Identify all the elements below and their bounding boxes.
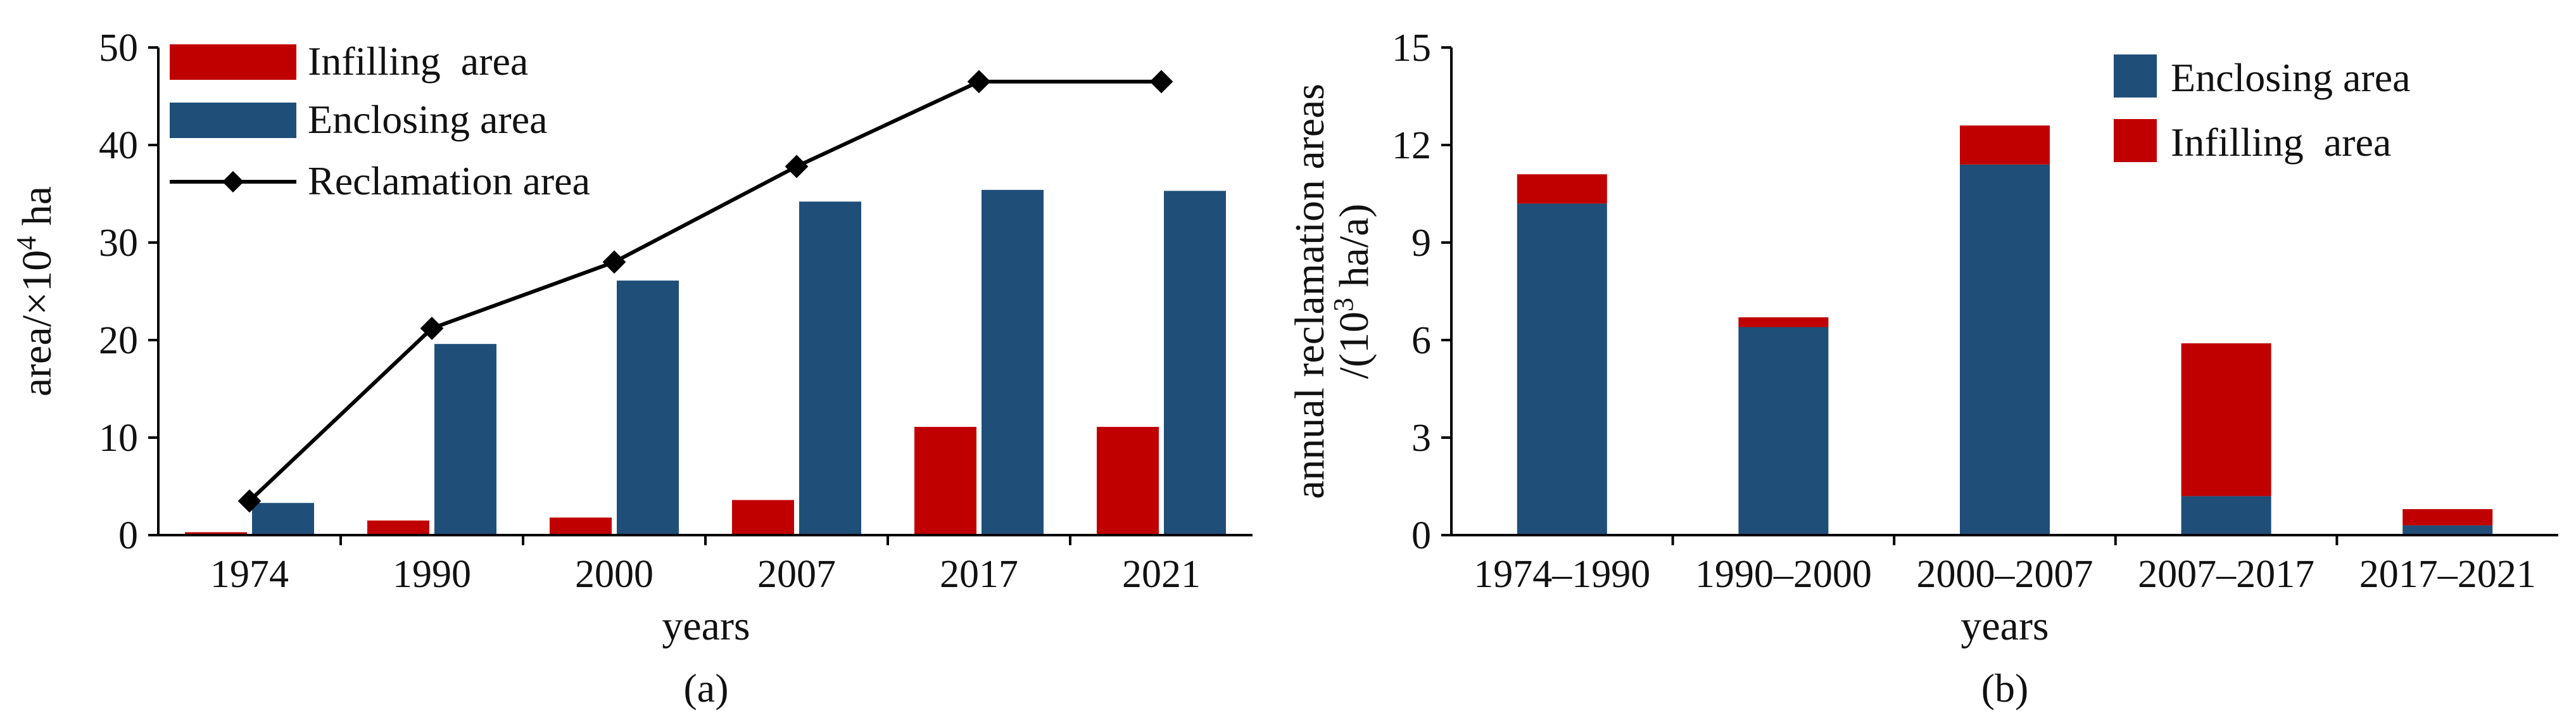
chart-a-x-tick-label: 2021 (1122, 553, 1201, 596)
chart-a-x-tick-label: 1990 (393, 553, 471, 596)
chart-a-y-tick-label: 10 (99, 417, 138, 460)
chart-b-y-axis-title-line2: /(103 ha/a) (1328, 204, 1377, 379)
legend-enclosing-label: Enclosing area (308, 97, 548, 142)
reclamation-point-2017 (967, 70, 991, 94)
bar-enclosing-2007 (799, 201, 861, 535)
bar-infilling-2007 (732, 500, 794, 535)
bar-b-enclosing-2000–2007 (1960, 164, 2050, 535)
bar-infilling-2021 (1097, 427, 1159, 535)
chart-b-x-tick-label: 1990–2000 (1695, 553, 1872, 596)
chart-a-x-tick-label: 2007 (757, 553, 836, 596)
bar-enclosing-1990 (434, 344, 496, 535)
chart-a-x-tick-label: 2017 (940, 553, 1018, 596)
bar-b-infilling-1974–1990 (1517, 174, 1607, 204)
reclamation-point-2000 (602, 250, 626, 274)
chart-b: 0 3 6 9 12 15 1974–1990 1990–2000 2000–2007 2007… (1287, 27, 2558, 711)
bar-b-enclosing-1990–2000 (1738, 327, 1829, 535)
chart-a-y-tick-label: 30 (99, 222, 138, 265)
legend-b-enclosing-swatch (2114, 54, 2157, 98)
chart-a-caption: (a) (683, 666, 728, 711)
legend-b-enclosing-label: Enclosing area (2171, 55, 2411, 100)
bar-infilling-2000 (550, 517, 612, 535)
chart-a-y-tick-label: 50 (99, 27, 138, 70)
chart-a-y-axis-title: area/×104 ha (11, 186, 60, 396)
legend-b-infilling-swatch (2114, 119, 2157, 162)
chart-a-x-tick-label: 2000 (575, 553, 653, 596)
reclamation-point-1974 (237, 489, 262, 513)
bar-b-infilling-1990–2000 (1738, 317, 1829, 327)
chart-b-y-axis-title-line2-pre: /(10 (1331, 312, 1377, 379)
bar-b-enclosing-1974–1990 (1517, 203, 1607, 535)
bar-b-enclosing-2017–2021 (2402, 525, 2493, 535)
chart-a: 0 10 20 30 40 50 1974 1990 2000 2007 2017 2021 Inf… (11, 27, 1253, 711)
chart-b-y-tick-label: 3 (1411, 417, 1431, 460)
bar-infilling-1974 (185, 532, 247, 535)
chart-b-x-tick-label: 2007–2017 (2138, 553, 2314, 596)
chart-a-x-tick-label: 1974 (210, 553, 289, 596)
chart-b-y-tick-label: 0 (1411, 514, 1431, 557)
chart-b-y-axis-title-line2-post: ha/a) (1331, 204, 1377, 298)
chart-b-y-axis-title-line1: annual reclamation areas (1287, 84, 1333, 499)
chart-a-y-axis-title-main: area/×10 (14, 250, 60, 396)
reclamation-area-line (248, 79, 1161, 503)
chart-b-y-tick-label: 9 (1411, 222, 1431, 265)
chart-b-x-tick-label: 2017–2021 (2359, 553, 2536, 596)
chart-a-y-tick-label: 40 (99, 124, 138, 167)
chart-b-x-axis-title: years (1960, 603, 2049, 649)
bar-enclosing-2000 (617, 281, 679, 535)
bar-b-infilling-2000–2007 (1960, 125, 2050, 165)
bar-b-enclosing-2007–2017 (2181, 496, 2271, 535)
bar-enclosing-2017 (982, 189, 1044, 536)
chart-b-y-axis-title-exp: 3 (1328, 298, 1359, 312)
reclamation-point-2007 (785, 155, 809, 179)
chart-a-y-tick-label: 0 (118, 514, 138, 557)
chart-a-y-axis-title-unit: ha (14, 186, 60, 236)
legend-enclosing-swatch (170, 103, 296, 138)
legend-reclamation-marker (222, 171, 244, 193)
chart-b-x-tick-label: 1974–1990 (1474, 553, 1650, 596)
chart-a-y-axis-title-exp: 4 (11, 236, 42, 250)
legend-b-infilling-label: Infilling area (2171, 120, 2391, 165)
bar-enclosing-1974 (252, 503, 314, 535)
bar-enclosing-2021 (1164, 191, 1226, 535)
chart-b-y-tick-label: 6 (1411, 319, 1431, 362)
chart-a-y-tick-label: 20 (99, 319, 138, 362)
bar-infilling-1990 (367, 520, 429, 535)
chart-a-x-axis-title: years (662, 603, 750, 649)
chart-b-caption: (b) (1981, 666, 2029, 711)
chart-b-y-tick-label: 15 (1392, 27, 1431, 70)
chart-b-y-tick-label: 12 (1392, 124, 1431, 167)
reclamation-point-2021 (1149, 70, 1173, 94)
bar-b-infilling-2017–2021 (2402, 509, 2493, 526)
legend-infilling-label: Infilling area (308, 39, 528, 84)
legend-reclamation-label: Reclamation area (308, 158, 590, 203)
bar-b-infilling-2007–2017 (2181, 343, 2271, 496)
bar-infilling-2017 (914, 427, 976, 535)
legend-infilling-swatch (170, 44, 296, 80)
reclamation-point-1990 (420, 317, 444, 340)
chart-b-x-tick-label: 2000–2007 (1917, 553, 2093, 596)
